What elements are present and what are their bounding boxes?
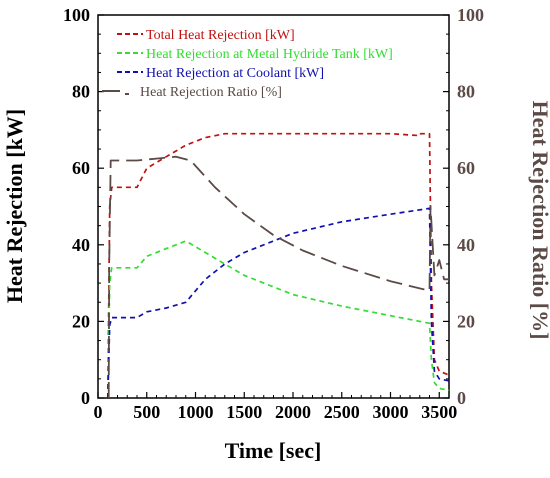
x-tick-label: 2000 — [275, 402, 311, 422]
y2-tick-label: 100 — [457, 5, 484, 25]
x-tick-label: 3500 — [421, 402, 457, 422]
y-tick-label: 80 — [72, 82, 90, 102]
x-axis: 0 500 1000 1500 2000 2500 3000 3500 — [94, 392, 457, 422]
legend-label: Total Heat Rejection [kW] — [146, 28, 295, 43]
y-axis-title: Heat Rejection [kW] — [2, 109, 27, 303]
series-line-4 — [107, 155, 449, 399]
y-axis: 0 20 40 60 80 100 — [63, 5, 104, 408]
legend-label: Heat Rejection at Coolant [kW] — [146, 66, 324, 81]
legend: Total Heat Rejection [kW] Heat Rejection … — [102, 28, 393, 100]
x-tick-label: 1500 — [226, 402, 262, 422]
series-layer — [106, 132, 450, 399]
y-tick-label: 60 — [72, 158, 90, 178]
x-tick-label: 500 — [133, 402, 160, 422]
y2-tick-label: 40 — [457, 235, 475, 255]
legend-label: Heat Rejection Ratio [%] — [140, 85, 282, 100]
y-tick-label: 40 — [72, 235, 90, 255]
x-axis-title: Time [sec] — [225, 438, 322, 463]
y2-tick-label: 60 — [457, 158, 475, 178]
y-tick-label: 100 — [63, 5, 90, 25]
legend-label: Heat Rejection at Metal Hydride Tank [kW… — [146, 47, 393, 62]
y2-tick-label: 80 — [457, 82, 475, 102]
plot-area — [97, 14, 450, 399]
y-tick-label: 20 — [72, 311, 90, 331]
x-tick-label: 1000 — [178, 402, 214, 422]
x-tick-label: 0 — [94, 402, 103, 422]
series-line-3 — [106, 207, 450, 399]
y2-tick-label: 20 — [457, 311, 475, 331]
y2-tick-label: 0 — [457, 388, 466, 408]
y2-axis: 0 20 40 60 80 100 — [443, 5, 484, 408]
x-tick-label: 3000 — [373, 402, 409, 422]
y-tick-label: 0 — [81, 388, 90, 408]
y2-axis-title: Heat Rejection Ratio [%] — [528, 101, 550, 340]
x-tick-label: 2500 — [324, 402, 360, 422]
